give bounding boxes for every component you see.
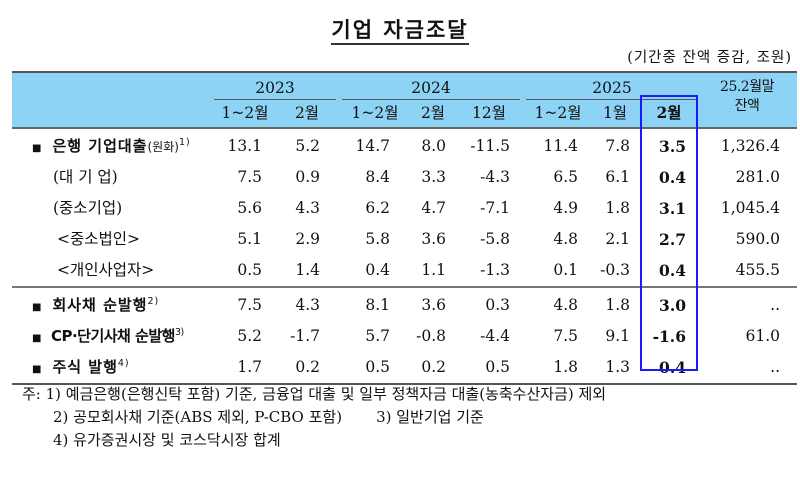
footnote-4: 4) 유가증권시장 및 코스닥시장 합계: [53, 431, 281, 449]
table-row: ■ 주식 발행4) 1.7 0.2 0.5 0.2 0.5 1.8 1.3 0.4…: [12, 352, 797, 383]
col-2025-feb: 2월: [656, 103, 682, 122]
row-label: (대 기 업): [53, 168, 118, 186]
bullet-square-icon: ■: [32, 333, 41, 344]
table-row: <개인사업자> 0.5 1.4 0.4 1.1 -1.3 0.1 -0.3 0.…: [12, 255, 797, 286]
page-title: 기업 자금조달: [0, 14, 800, 45]
col-2023-jan-feb: 1~2월: [221, 104, 269, 122]
securities-group: ■ 회사채 순발행2) 7.5 4.3 8.1 3.6 0.3 4.8 1.8 3…: [12, 288, 797, 385]
row-label: ■ 주식 발행4): [32, 358, 130, 376]
bullet-square-icon: ■: [32, 143, 43, 154]
col-end-balance: 25.2월말 잔액: [720, 79, 774, 114]
row-label: <중소법인>: [57, 230, 141, 248]
col-2025-jan: 1월: [602, 104, 628, 122]
col-2024-jan-feb: 1~2월: [351, 104, 399, 122]
row-label: (중소기업): [53, 199, 123, 217]
table-row: ■ 회사채 순발행2) 7.5 4.3 8.1 3.6 0.3 4.8 1.8 3…: [12, 290, 797, 321]
footnote-2-3: 2) 공모회사채 기준(ABS 제외, P-CBO 포함) 3) 일반기업 기준: [53, 408, 484, 426]
row-label: <개인사업자>: [57, 261, 155, 279]
footnote-1: 주: 1) 예금은행(은행신탁 포함) 기준, 금융업 대출 및 일부 정책자금…: [22, 385, 607, 403]
year-2024: 2024: [342, 77, 520, 100]
year-2025: 2025: [526, 77, 698, 100]
table-row: ■ CP·단기사채 순발행3) 5.2 -1.7 5.7 -0.8 -4.4 7.…: [12, 321, 797, 352]
col-2023-feb: 2월: [294, 104, 320, 122]
col-2024-dec: 12월: [472, 104, 506, 122]
bank-loan-group: ■ 은행 기업대출(원화)1) 13.1 5.2 14.7 8.0 -11.5 1…: [12, 129, 797, 288]
bullet-square-icon: ■: [32, 364, 43, 375]
table-row: ■ 은행 기업대출(원화)1) 13.1 5.2 14.7 8.0 -11.5 1…: [12, 131, 797, 162]
table-row: (대 기 업) 7.5 0.9 8.4 3.3 -4.3 6.5 6.1 0.4…: [12, 162, 797, 193]
table-row: (중소기업) 5.6 4.3 6.2 4.7 -7.1 4.9 1.8 3.1 …: [12, 193, 797, 224]
row-label: ■ 회사채 순발행2): [32, 296, 160, 314]
row-label: ■ CP·단기사채 순발행3): [32, 327, 184, 345]
col-2024-feb: 2월: [420, 104, 446, 122]
table-row: <중소법인> 5.1 2.9 5.8 3.6 -5.8 4.8 2.1 2.7 …: [12, 224, 797, 255]
table-header: 2023 2024 2025 1~2월 2월 1~2월 2월 12월 1~2월 …: [12, 71, 797, 129]
bullet-square-icon: ■: [32, 302, 43, 313]
year-2023: 2023: [214, 77, 336, 100]
col-2025-jan-feb: 1~2월: [534, 104, 582, 122]
footnotes: 주: 1) 예금은행(은행신탁 포함) 기준, 금융업 대출 및 일부 정책자금…: [22, 383, 606, 452]
unit-label: (기간중 잔액 증감, 조원): [627, 50, 792, 66]
row-label: ■ 은행 기업대출(원화)1): [32, 137, 191, 155]
funding-table: 2023 2024 2025 1~2월 2월 1~2월 2월 12월 1~2월 …: [12, 71, 797, 385]
